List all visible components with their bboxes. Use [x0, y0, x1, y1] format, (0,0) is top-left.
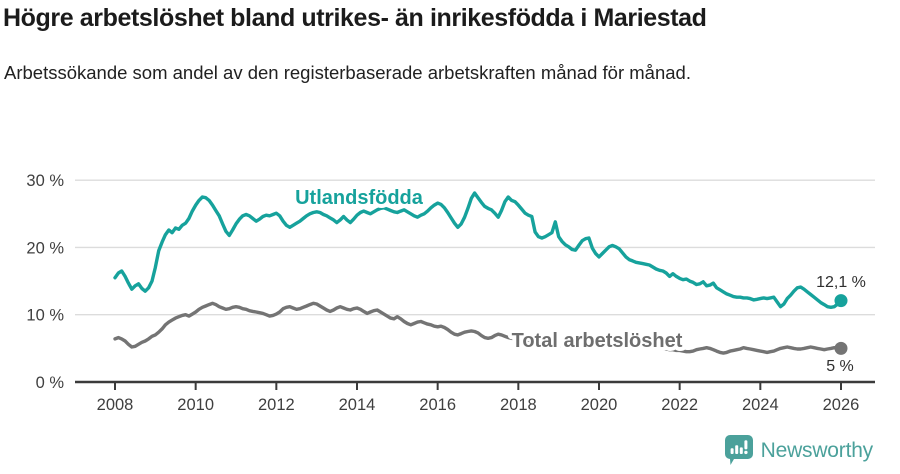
y-tick-label: 20 % — [26, 239, 64, 257]
logo-bar-3 — [739, 447, 743, 454]
chart-subtitle: Arbetssökande som andel av den registerb… — [4, 62, 691, 83]
logo-bar-2 — [734, 445, 738, 454]
logo-exclamation — [744, 440, 748, 450]
logo-exclamation-dot — [743, 450, 748, 455]
chart-title: Högre arbetslöshet bland utrikes- än inr… — [3, 4, 707, 32]
y-tick-label: 0 % — [36, 374, 65, 392]
brand-name: Newsworthy — [760, 439, 874, 462]
series-label-total: Total arbetslöshet — [512, 330, 683, 352]
x-tick-label: 2026 — [823, 396, 860, 414]
x-tick-label: 2008 — [97, 396, 134, 414]
x-tick-label: 2014 — [339, 396, 376, 414]
newsworthy-logo-icon — [724, 435, 753, 465]
logo-bubble — [724, 435, 753, 465]
y-tick-label: 10 % — [26, 307, 64, 325]
series-line-total — [113, 301, 843, 355]
x-tick-label: 2020 — [581, 396, 618, 414]
y-tick-label: 30 % — [26, 172, 64, 190]
x-tick-label: 2012 — [258, 396, 295, 414]
series-line-utlandsfodda — [113, 191, 843, 309]
end-value-label-total: 5 % — [826, 358, 854, 375]
x-tick-label: 2022 — [661, 396, 698, 414]
brand-footer: Newsworthy — [724, 435, 874, 467]
x-tick-label: 2016 — [419, 396, 456, 414]
end-value-label-utlandsfodda: 12,1 % — [816, 274, 866, 291]
x-tick-label: 2018 — [500, 396, 537, 414]
x-tick-label: 2010 — [177, 396, 214, 414]
x-tick-label: 2024 — [742, 396, 779, 414]
series-end-dot-total — [834, 341, 848, 355]
series-label-utlandsfodda: Utlandsfödda — [295, 187, 424, 209]
logo-bar-1 — [730, 448, 734, 454]
series-end-dot-utlandsfodda — [834, 294, 848, 308]
